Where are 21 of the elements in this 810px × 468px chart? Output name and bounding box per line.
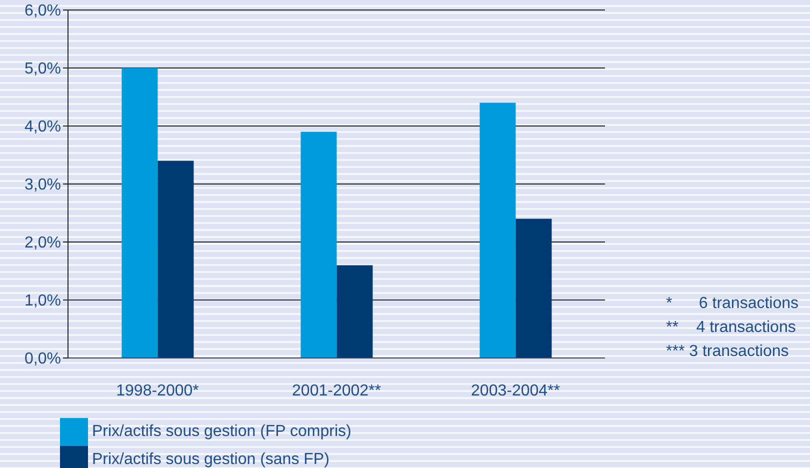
bar [300,132,337,358]
x-tick-label: 1998-2000* [116,382,199,400]
y-tick-label: 2,0% [24,234,61,252]
bar [336,265,373,358]
legend-label: Prix/actifs sous gestion (FP compris) [92,423,352,440]
y-tick-label: 0,0% [24,350,61,368]
text: ** 4 transactions [666,318,797,338]
bar [158,160,194,358]
y-tick-label: 3,0% [24,176,61,194]
y-tick-label: 4,0% [24,118,61,136]
bar [516,218,552,358]
y-tick-label: 5,0% [24,60,61,78]
y-tick-label: 1,0% [24,292,61,310]
bar [480,102,516,358]
legend-label: Prix/actifs sous gestion (sans FP) [92,451,330,468]
x-tick-label: 2003-2004** [471,382,560,400]
y-tick-label: 6,0% [24,2,61,20]
text: * 6 transactions [666,294,799,314]
bar [122,68,158,358]
text: *** 3 transactions [666,342,790,362]
x-tick-label: 2001-2002** [292,382,381,400]
